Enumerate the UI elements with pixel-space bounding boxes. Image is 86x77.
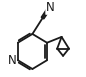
Text: N: N xyxy=(46,1,55,14)
Text: N: N xyxy=(8,54,16,67)
